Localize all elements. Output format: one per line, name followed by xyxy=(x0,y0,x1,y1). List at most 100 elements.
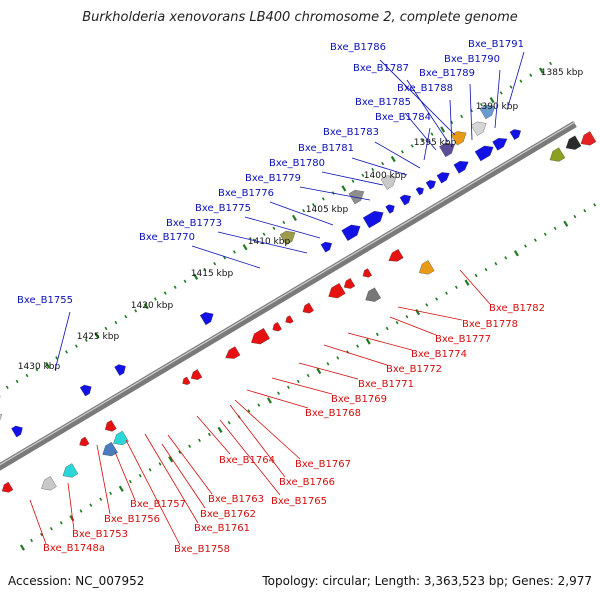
tick-mark-upper xyxy=(381,161,385,166)
map-title: Burkholderia xenovorans LB400 chromosome… xyxy=(82,10,518,25)
forward-gene-arrow xyxy=(114,364,126,376)
reverse-gene-arrow xyxy=(1,481,14,493)
tick-mark-lower xyxy=(524,244,527,248)
forward-gene-label: Bxe_B1791 xyxy=(468,39,524,50)
tick-mark-upper xyxy=(35,367,39,372)
tick-mark-upper xyxy=(25,373,29,378)
tick-mark-upper xyxy=(538,67,544,74)
forward-label-leader xyxy=(406,79,449,143)
tick-mark-lower xyxy=(59,521,63,525)
tick-mark-upper xyxy=(302,208,306,213)
forward-gene-arrow xyxy=(79,384,92,397)
tick-mark-upper xyxy=(232,250,236,254)
reverse-label-leader xyxy=(234,399,301,460)
reverse-gene-arrow xyxy=(388,248,404,262)
kbp-label: 1400 kbp xyxy=(364,171,407,181)
kbp-label: 1415 kbp xyxy=(191,269,234,279)
tick-mark-upper xyxy=(183,279,187,284)
tick-mark-lower xyxy=(375,332,379,337)
tick-mark-lower xyxy=(593,203,597,207)
tick-mark-lower xyxy=(326,362,330,366)
reverse-gene-label: Bxe_B1748a xyxy=(43,543,105,554)
tick-mark-lower xyxy=(306,373,310,378)
backbone-highlight xyxy=(0,121,576,466)
reverse-label-leader xyxy=(125,439,181,546)
forward-label-leader xyxy=(423,127,431,161)
colored-gene-box xyxy=(580,131,597,146)
tick-mark-upper xyxy=(203,267,207,272)
colored-gene-box xyxy=(348,189,365,205)
tick-mark-lower xyxy=(178,450,182,454)
tick-mark-lower xyxy=(365,338,371,345)
tick-mark-upper xyxy=(371,167,375,172)
forward-gene-arrow xyxy=(492,138,508,151)
tick-mark-lower xyxy=(30,538,34,543)
forward-gene-label: Bxe_B1779 xyxy=(245,173,301,184)
tick-mark-upper xyxy=(509,85,513,89)
forward-gene-label: Bxe_B1770 xyxy=(139,232,195,243)
tick-mark-upper xyxy=(114,320,118,325)
tick-mark-lower xyxy=(454,285,458,289)
reverse-gene-label: Bxe_B1753 xyxy=(72,529,128,540)
forward-gene-label: Bxe_B1789 xyxy=(419,68,475,79)
forward-gene-arrow xyxy=(362,210,384,229)
tick-mark-lower xyxy=(474,273,478,278)
tick-mark-lower xyxy=(316,367,322,375)
reverse-gene-label: Bxe_B1777 xyxy=(435,334,491,345)
reverse-gene-arrow xyxy=(182,376,191,385)
reverse-gene-arrow xyxy=(272,321,282,332)
tick-mark-upper xyxy=(489,96,495,104)
tick-mark-lower xyxy=(504,256,508,260)
reverse-gene-arrow xyxy=(225,346,241,359)
reverse-label-leader xyxy=(271,377,333,395)
forward-label-leader xyxy=(379,59,456,136)
tick-mark-upper xyxy=(519,79,523,83)
forward-gene-label: Bxe_B1785 xyxy=(355,97,411,108)
tick-mark-lower xyxy=(435,297,439,301)
tick-mark-lower xyxy=(425,303,429,307)
forward-gene-label: Bxe_B1786 xyxy=(330,42,386,53)
reverse-label-leader xyxy=(167,434,213,495)
reverse-gene-arrow xyxy=(251,327,271,345)
colored-gene-box xyxy=(365,287,381,302)
tick-mark-lower xyxy=(553,226,557,231)
tick-mark-upper xyxy=(529,73,533,77)
tick-mark-upper xyxy=(479,102,483,107)
reverse-gene-label: Bxe_B1772 xyxy=(386,364,442,375)
forward-gene-arrow xyxy=(474,145,494,162)
reverse-label-leader xyxy=(298,362,359,380)
reverse-gene-label: Bxe_B1766 xyxy=(279,477,335,488)
tick-mark-lower xyxy=(583,209,587,213)
forward-label-leader xyxy=(351,157,408,176)
forward-gene-arrow xyxy=(425,180,436,190)
reverse-gene-arrow xyxy=(362,268,373,278)
tick-mark-lower xyxy=(395,320,399,325)
forward-label-leader xyxy=(321,171,384,186)
tick-mark-lower xyxy=(286,385,290,390)
forward-label-leader xyxy=(404,112,437,151)
tick-mark-lower xyxy=(464,279,470,286)
tick-mark-lower xyxy=(543,232,547,236)
reverse-label-leader xyxy=(389,316,437,336)
reverse-label-leader xyxy=(229,404,286,478)
forward-gene-arrow xyxy=(199,312,214,326)
colored-gene-box xyxy=(549,147,566,162)
tick-mark-lower xyxy=(168,456,174,463)
tick-mark-lower xyxy=(415,308,421,316)
forward-gene-label: Bxe_B1788 xyxy=(397,83,453,94)
reverse-gene-arrow xyxy=(343,278,356,289)
reverse-gene-label: Bxe_B1765 xyxy=(271,496,327,507)
tick-mark-upper xyxy=(292,214,297,221)
reverse-gene-label: Bxe_B1769 xyxy=(331,394,387,405)
forward-label-leader xyxy=(449,99,453,146)
tick-mark-upper xyxy=(55,356,59,360)
forward-gene-arrow xyxy=(385,204,395,214)
reverse-gene-arrow xyxy=(285,315,294,324)
reverse-label-leader xyxy=(397,306,463,321)
reverse-gene-label: Bxe_B1757 xyxy=(130,499,186,510)
tick-mark-lower xyxy=(356,344,360,348)
colored-gene-box xyxy=(439,142,455,158)
tick-mark-upper xyxy=(143,303,149,310)
tick-mark-lower xyxy=(405,315,409,319)
